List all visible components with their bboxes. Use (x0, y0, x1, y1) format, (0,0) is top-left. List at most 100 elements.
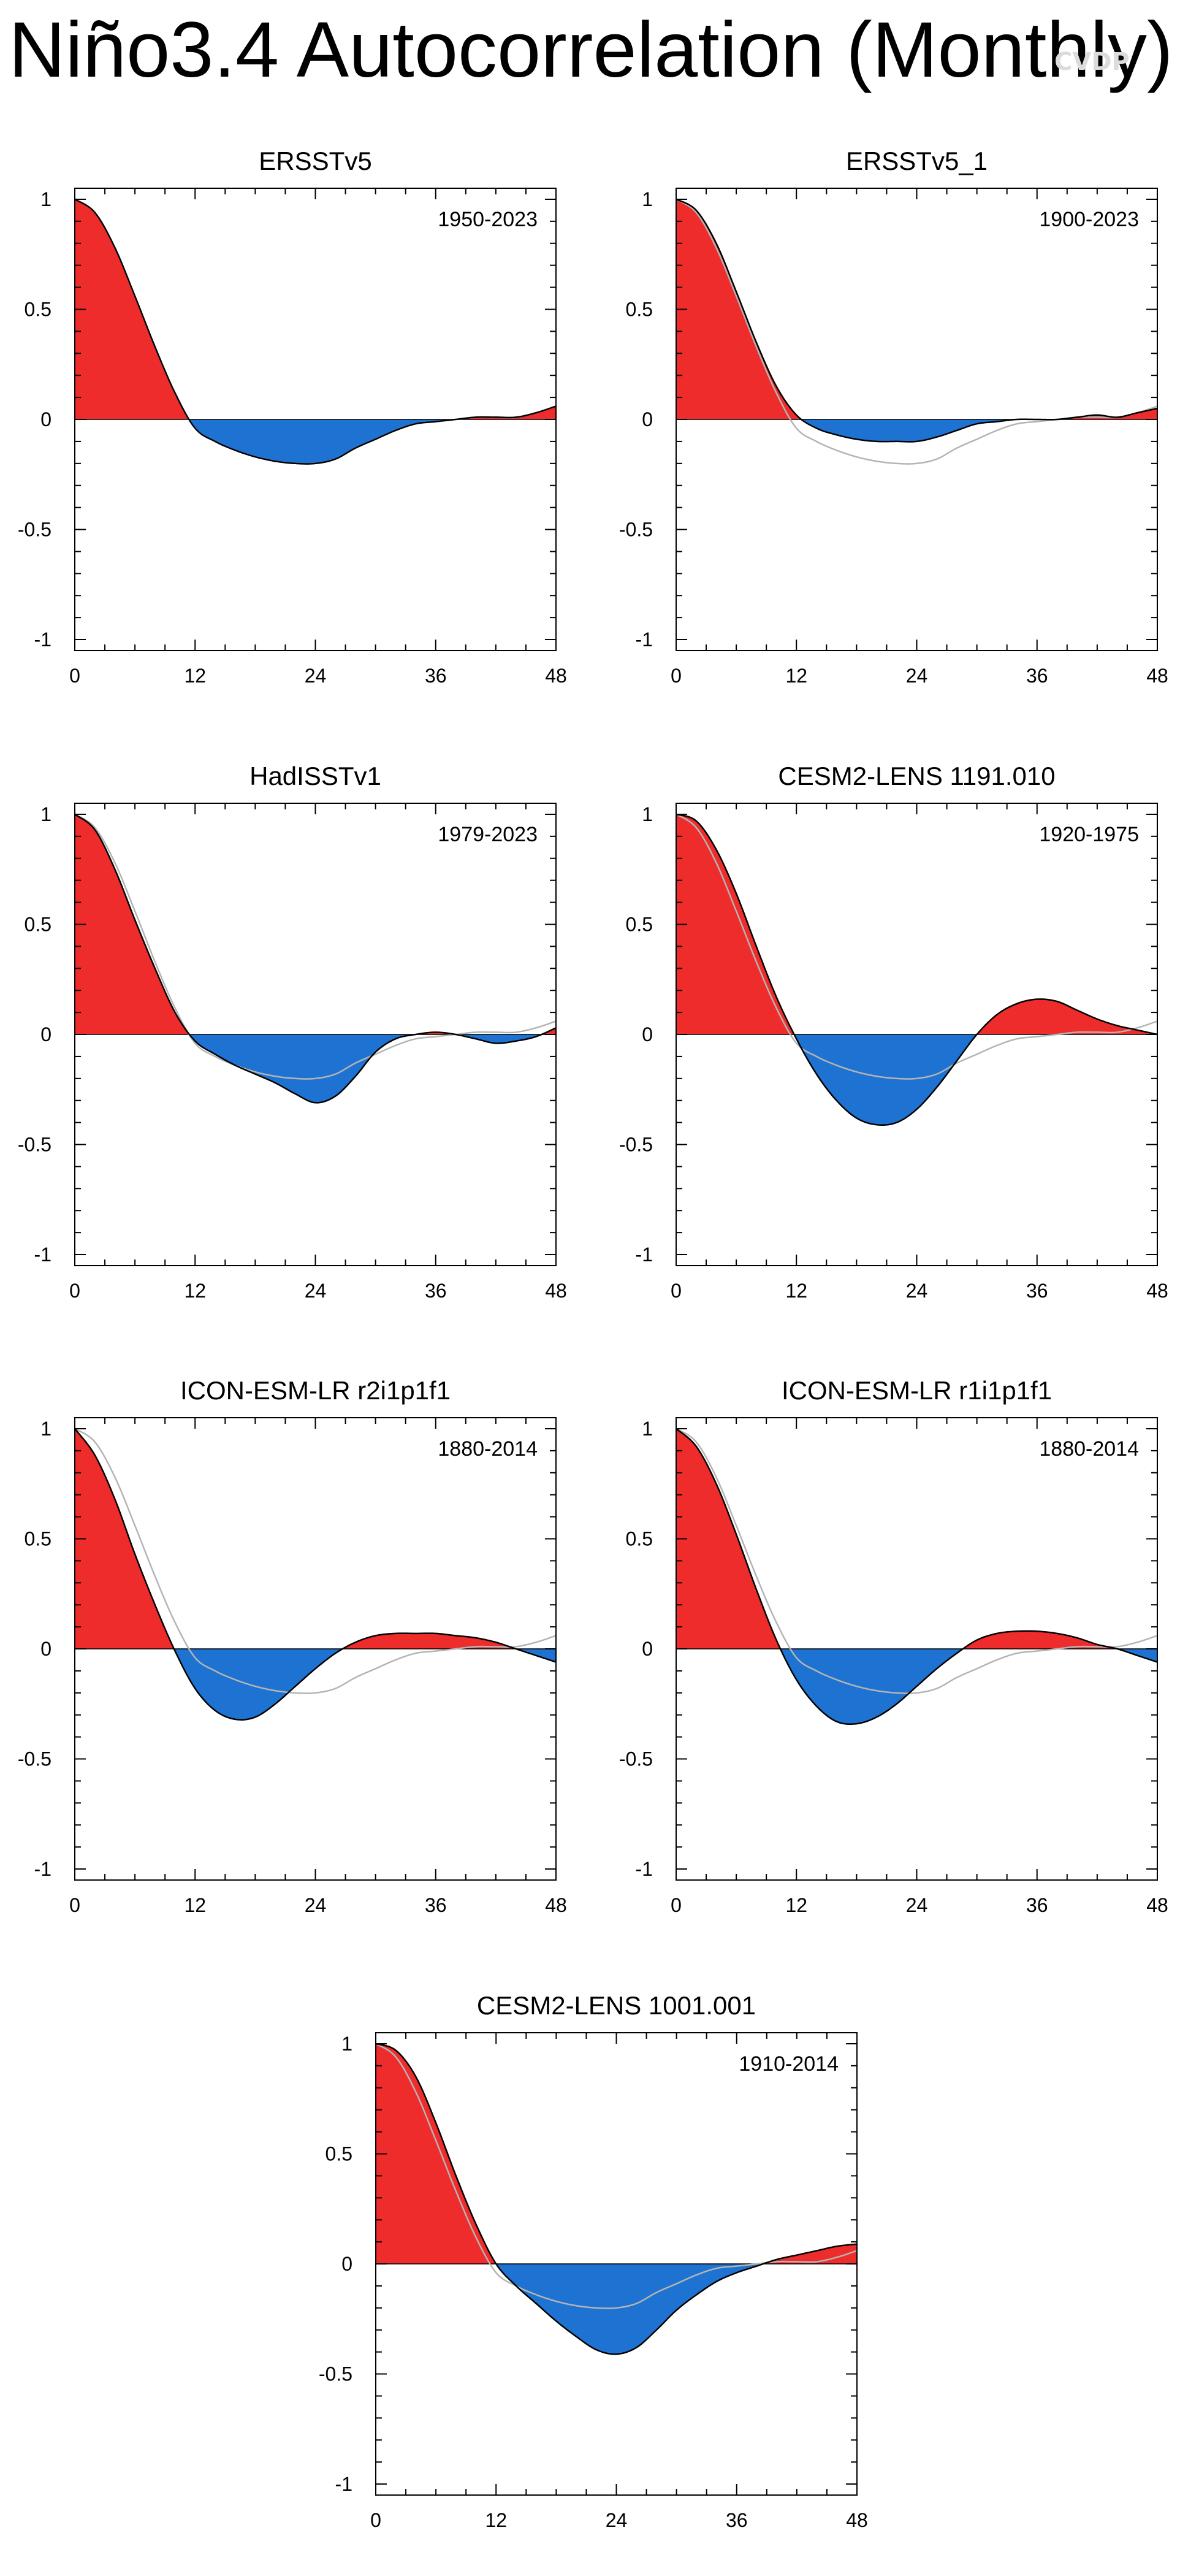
y-tick-label: -0.5 (619, 1748, 653, 1770)
y-tick-label: -1 (34, 1244, 51, 1266)
y-tick-label: 0 (642, 1638, 653, 1660)
x-tick-label: 12 (785, 1280, 807, 1302)
autocorrelation-curve (375, 2043, 858, 2355)
y-tick-label: 0.5 (626, 1527, 653, 1550)
chart-panel-1: 1 0.5 0 -0.5 -1 0 12 24 36 48 ERSSTv5 1950-2023 (18, 147, 567, 687)
x-tick-label: 36 (726, 2509, 748, 2531)
y-tick-label: -1 (34, 1858, 51, 1880)
y-tick-label: 1 (642, 188, 653, 210)
x-tick-label: 36 (425, 1894, 447, 1916)
y-tick-label: -1 (636, 1858, 653, 1880)
y-tick-label: 0 (341, 2253, 352, 2275)
y-tick-label: 0.5 (626, 913, 653, 935)
y-tick-label: 1 (40, 803, 51, 825)
y-tick-label: 0.5 (25, 298, 51, 320)
reference-curve (375, 2043, 858, 2309)
y-tick-label: -0.5 (619, 519, 653, 541)
autocorrelation-curve (74, 198, 557, 465)
x-tick-label: 24 (305, 1894, 327, 1916)
page-title: Niño3.4 Autocorrelation (Monthly) (9, 6, 1173, 94)
y-tick-label: 0 (40, 1023, 51, 1045)
x-tick-label: 36 (1026, 665, 1048, 687)
x-tick-label: 36 (1026, 1280, 1048, 1302)
watermark-logo: CVDP (1054, 48, 1130, 76)
y-tick-label: -0.5 (18, 1134, 51, 1156)
y-tick-label: 1 (642, 1418, 653, 1440)
x-tick-label: 48 (1146, 665, 1168, 687)
period-label: 1910-2014 (739, 2052, 839, 2076)
x-tick-label: 12 (485, 2509, 507, 2531)
reference-curve (74, 1428, 557, 1694)
x-tick-label: 24 (606, 2509, 628, 2531)
x-tick-label: 0 (69, 1894, 80, 1916)
y-tick-label: 1 (642, 803, 653, 825)
panel-title: ERSSTv5_1 (846, 147, 988, 175)
y-tick-label: 0 (642, 408, 653, 430)
period-label: 1880-2014 (1039, 1437, 1139, 1461)
x-tick-label: 12 (785, 665, 807, 687)
negative-fill-area (376, 2264, 857, 2355)
y-tick-label: -0.5 (18, 1748, 51, 1770)
period-label: 1950-2023 (438, 208, 538, 231)
x-tick-label: 36 (425, 1280, 447, 1302)
x-tick-label: 24 (906, 665, 928, 687)
x-tick-label: 24 (906, 1894, 928, 1916)
chart-panel-4: 1 0.5 0 -0.5 -1 0 12 24 36 48 CESM2-LENS 1191.010 1… (619, 762, 1168, 1302)
positive-fill-area (376, 2043, 857, 2264)
reference-curve (676, 813, 1158, 1080)
x-tick-label: 12 (184, 1280, 206, 1302)
x-tick-label: 12 (785, 1894, 807, 1916)
x-tick-label: 24 (305, 665, 327, 687)
negative-fill-area (676, 1034, 1157, 1125)
y-tick-label: -0.5 (319, 2363, 352, 2385)
autocorrelation-curve (676, 813, 1158, 1126)
negative-fill-area (676, 419, 1157, 442)
period-label: 1880-2014 (438, 1437, 538, 1461)
y-tick-label: 0 (40, 1638, 51, 1660)
panel-title: CESM2-LENS 1001.001 (477, 1991, 756, 2020)
y-tick-label: -1 (636, 629, 653, 651)
x-tick-label: 48 (1146, 1894, 1168, 1916)
y-tick-label: -0.5 (619, 1134, 653, 1156)
y-tick-label: 0.5 (626, 298, 653, 320)
y-tick-label: -1 (34, 629, 51, 651)
panel-title: ICON-ESM-LR r1i1p1f1 (782, 1376, 1052, 1405)
chart-panel-2: 1 0.5 0 -0.5 -1 0 12 24 36 48 ERSSTv5_1 1900-2023 (619, 147, 1168, 687)
x-tick-label: 48 (545, 1280, 567, 1302)
positive-fill-area (75, 814, 556, 1034)
y-tick-label: 0.5 (325, 2142, 352, 2165)
x-tick-label: 48 (846, 2509, 868, 2531)
autocorrelation-curve (74, 813, 557, 1104)
x-tick-label: 12 (184, 665, 206, 687)
y-tick-label: 0.5 (25, 913, 51, 935)
chart-panel-3: 1 0.5 0 -0.5 -1 0 12 24 36 48 HadISSTv1 1979-2023 (18, 762, 567, 1302)
negative-fill-area (75, 1034, 556, 1103)
negative-fill-area (75, 419, 556, 464)
x-tick-label: 0 (69, 1280, 80, 1302)
positive-fill-area (75, 1428, 556, 1649)
y-tick-label: 1 (40, 1418, 51, 1440)
positive-fill-area (676, 814, 1157, 1034)
x-tick-label: 48 (1146, 1280, 1168, 1302)
panel-title: HadISSTv1 (249, 762, 381, 790)
x-tick-label: 0 (370, 2509, 381, 2531)
x-tick-label: 12 (184, 1894, 206, 1916)
reference-curve (74, 813, 557, 1080)
autocorrelation-curve (676, 198, 1158, 443)
x-tick-label: 48 (545, 665, 567, 687)
period-label: 1979-2023 (438, 823, 538, 846)
chart-panel-5: 1 0.5 0 -0.5 -1 0 12 24 36 48 ICON-ESM-LR r2i1p1f1… (18, 1376, 567, 1916)
x-tick-label: 36 (1026, 1894, 1048, 1916)
y-tick-label: 0 (642, 1023, 653, 1045)
x-tick-label: 0 (671, 1280, 682, 1302)
panel-title: CESM2-LENS 1191.010 (778, 762, 1055, 790)
period-label: 1920-1975 (1039, 823, 1139, 846)
chart-panel-7: 1 0.5 0 -0.5 -1 0 12 24 36 48 CESM2-LENS 1001.001 1… (319, 1991, 868, 2531)
x-tick-label: 36 (425, 665, 447, 687)
y-tick-label: -1 (636, 1244, 653, 1266)
negative-fill-area (75, 1649, 556, 1720)
y-tick-label: 1 (40, 188, 51, 210)
positive-fill-area (75, 199, 556, 419)
chart-panel-6: 1 0.5 0 -0.5 -1 0 12 24 36 48 ICON-ESM-LR r1i1p1f1… (619, 1376, 1168, 1916)
